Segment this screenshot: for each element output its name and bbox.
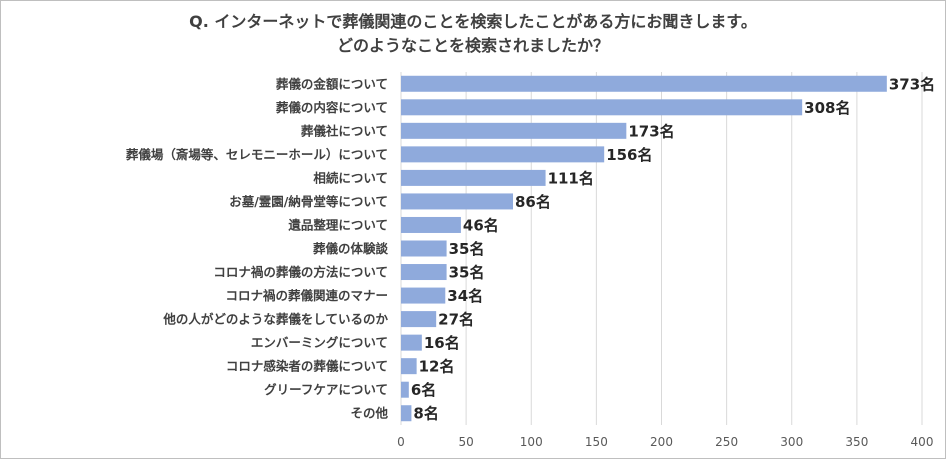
category-label: 遺品整理について [287, 217, 388, 232]
category-label: エンバーミングについて [251, 335, 388, 350]
bar [401, 287, 446, 304]
bars [401, 75, 887, 422]
bar [401, 146, 605, 163]
x-tick-label: 250 [715, 435, 738, 449]
bar [401, 122, 627, 139]
chart-title-line-2: どのようなことを検索されましたか？ [336, 36, 609, 55]
x-tick-label: 350 [845, 435, 868, 449]
value-label: 373名 [889, 75, 935, 93]
bar [401, 358, 417, 375]
bar [401, 169, 546, 186]
value-label: 308名 [804, 99, 850, 117]
category-label: 葬儀の金額について [276, 76, 388, 91]
category-label: コロナ禍の葬儀関連のマナー [225, 288, 388, 303]
value-label: 8名 [413, 405, 438, 423]
bar [401, 334, 422, 351]
bar [401, 99, 803, 116]
bar [401, 311, 437, 328]
x-tick-label: 100 [520, 435, 543, 449]
bar [401, 193, 514, 210]
bar [401, 240, 447, 257]
value-label: 111名 [548, 169, 594, 187]
category-label: 葬儀社について [301, 123, 388, 138]
category-label: 葬儀の体験談 [313, 241, 389, 256]
value-label: 35名 [449, 264, 485, 282]
x-tick-label: 50 [458, 435, 473, 449]
value-label: 16名 [424, 334, 460, 352]
bar [401, 405, 412, 422]
category-label: 相続について [313, 170, 388, 185]
category-label: 葬儀場（斎場等、セレモニーホール）について [126, 147, 388, 162]
bar [401, 216, 461, 233]
value-label: 46名 [463, 216, 499, 234]
x-tick-label: 300 [780, 435, 803, 449]
value-label: 173名 [628, 122, 674, 140]
value-label: 34名 [447, 287, 483, 305]
value-label: 86名 [515, 193, 551, 211]
chart-title-line-1: Q. インターネットで葬儀関連のことを検索したことがある方にお聞きします。 [189, 12, 757, 31]
value-label: 27名 [438, 311, 474, 329]
value-label: 35名 [449, 240, 485, 258]
category-label: その他 [350, 406, 388, 421]
bar [401, 75, 887, 92]
value-labels: 373名 308名 173名 156名 111名 86名 46名 35名 35名 34名 27名 16… [411, 75, 935, 422]
chart-title: Q. インターネットで葬儀関連のことを検索したことがある方にお聞きします。 どの… [0, 10, 946, 58]
x-tick-label: 400 [911, 435, 934, 449]
value-label: 156名 [606, 146, 652, 164]
category-label: 葬儀の内容について [276, 100, 388, 115]
category-labels: 葬儀の金額について葬儀の内容について葬儀社について葬儀場（斎場等、セレモニーホー… [126, 76, 389, 420]
category-label: お墓/霊園/納骨堂等について [229, 194, 388, 209]
x-tick-label: 0 [397, 435, 405, 449]
category-label: グリーフケアについて [264, 382, 388, 397]
x-tick-label: 200 [650, 435, 673, 449]
x-tick-label: 150 [585, 435, 608, 449]
x-axis-ticks: 0 50 100 150 200 250 300 350 400 [397, 435, 933, 449]
category-label: 他の人がどのような葬儀をしているのか [162, 312, 388, 327]
bar [401, 264, 447, 281]
bar [401, 381, 409, 398]
value-label: 12名 [419, 358, 455, 376]
value-label: 6名 [411, 381, 436, 399]
category-label: コロナ感染者の葬儀について [226, 359, 388, 374]
category-label: コロナ禍の葬儀の方法について [213, 265, 388, 280]
